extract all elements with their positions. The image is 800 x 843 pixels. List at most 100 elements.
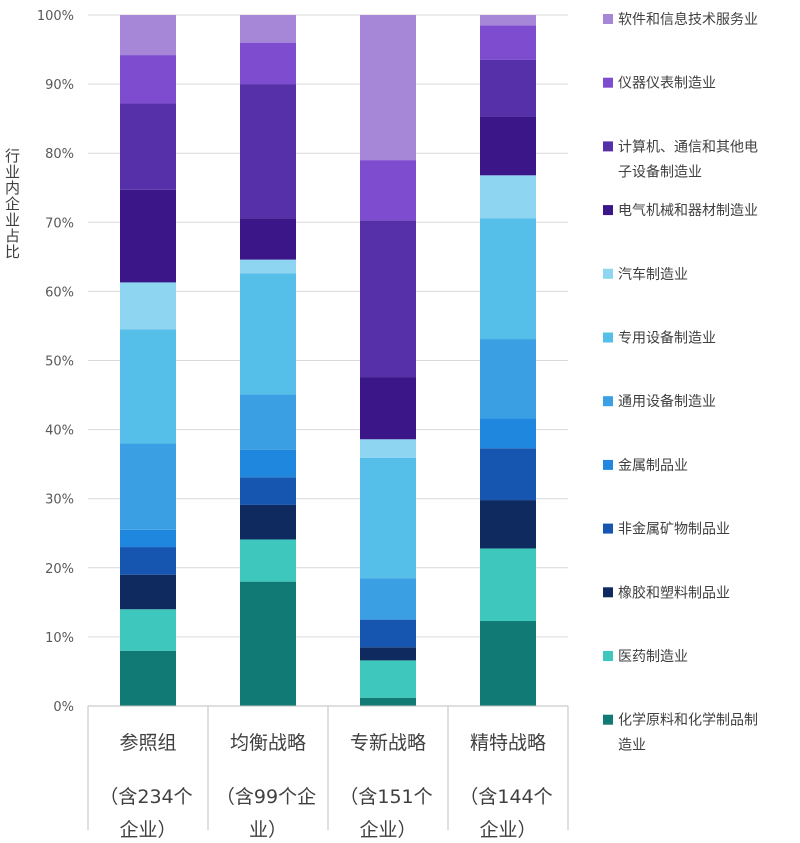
bar-segment bbox=[360, 660, 416, 698]
legend-item: 仪器仪表制造业 bbox=[603, 76, 716, 92]
bar-segment bbox=[240, 539, 296, 582]
legend-label: 橡胶和塑料制品业 bbox=[618, 584, 730, 601]
category-count: （含151个 bbox=[339, 786, 432, 808]
bar-segment bbox=[480, 418, 536, 449]
bar-segment bbox=[240, 273, 296, 395]
y-axis-label: 行业内企业占比 bbox=[3, 148, 21, 260]
y-tick-label: 90% bbox=[45, 78, 74, 93]
category-count: （含234个 bbox=[99, 786, 192, 808]
bars bbox=[120, 15, 536, 706]
bar-segment bbox=[240, 477, 296, 505]
legend-swatch bbox=[603, 332, 613, 343]
bar-segment bbox=[480, 25, 536, 60]
category-count-cont: 企业） bbox=[359, 819, 416, 841]
bar-segment bbox=[480, 621, 536, 706]
bar-segment bbox=[120, 329, 176, 444]
bar-segment bbox=[360, 697, 416, 706]
y-tick-label: 50% bbox=[45, 355, 74, 370]
legend-label: 仪器仪表制造业 bbox=[618, 76, 716, 92]
legend-swatch bbox=[603, 77, 613, 88]
y-tick-label: 10% bbox=[45, 631, 74, 646]
y-tick-label: 80% bbox=[45, 147, 74, 162]
bar-segment bbox=[240, 15, 296, 43]
bar-segment bbox=[480, 15, 536, 26]
legend-label: 软件和信息技术服务业 bbox=[618, 11, 758, 28]
bar-segment bbox=[360, 578, 416, 620]
legend-label-cont: 造业 bbox=[618, 738, 646, 754]
bar-segment bbox=[480, 218, 536, 340]
category-count-cont: 企业） bbox=[479, 819, 536, 841]
bar-segment bbox=[360, 220, 416, 378]
bar-segment bbox=[120, 15, 176, 56]
bar-segment bbox=[120, 103, 176, 190]
bar-segment bbox=[360, 457, 416, 579]
category-label: 参照组 bbox=[119, 732, 176, 754]
category-label: 专新战略 bbox=[350, 732, 426, 754]
legend-swatch bbox=[603, 268, 613, 279]
legend-swatch bbox=[603, 714, 613, 725]
legend-item: 汽车制造业 bbox=[603, 266, 688, 283]
legend-swatch bbox=[603, 523, 613, 534]
bar-segment bbox=[360, 377, 416, 440]
legend-swatch bbox=[603, 396, 613, 407]
bar-segment bbox=[360, 619, 416, 648]
legend-item: 专用设备制造业 bbox=[603, 330, 716, 347]
bar-segment bbox=[120, 443, 176, 530]
bar-segment bbox=[240, 504, 296, 540]
legend-label: 电气机械和器材制造业 bbox=[618, 203, 758, 219]
bar-segment bbox=[240, 259, 296, 274]
legend-label: 金属制品业 bbox=[618, 458, 688, 474]
legend-item: 电气机械和器材制造业 bbox=[603, 203, 758, 219]
legend-label: 非金属矿物制品业 bbox=[618, 522, 730, 538]
bar-segment bbox=[360, 647, 416, 661]
legend-label: 专用设备制造业 bbox=[618, 330, 716, 347]
y-tick-label: 0% bbox=[53, 700, 74, 715]
bar-segment bbox=[120, 609, 176, 651]
legend-swatch bbox=[603, 459, 613, 470]
bar-segment bbox=[480, 59, 536, 117]
bar-segment bbox=[240, 84, 296, 219]
legend-label: 计算机、通信和其他电 bbox=[618, 139, 758, 155]
legend-label: 汽车制造业 bbox=[618, 266, 688, 283]
bar-segment bbox=[120, 55, 176, 104]
legend-label-cont: 子设备制造业 bbox=[618, 163, 702, 180]
category-count-cont: 企业） bbox=[119, 819, 176, 841]
bar-segment bbox=[360, 15, 416, 161]
category-label: 均衡战略 bbox=[230, 732, 306, 754]
legend-item: 软件和信息技术服务业 bbox=[603, 11, 758, 28]
y-tick-label: 70% bbox=[45, 216, 74, 231]
bar-segment bbox=[120, 547, 176, 575]
bar-segment bbox=[120, 529, 176, 548]
y-tick-label: 100% bbox=[37, 9, 74, 24]
bar-segment bbox=[240, 218, 296, 260]
bar-segment bbox=[240, 581, 296, 706]
legend: 软件和信息技术服务业仪器仪表制造业计算机、通信和其他电子设备制造业电气机械和器材… bbox=[603, 11, 758, 754]
legend-item: 金属制品业 bbox=[603, 458, 688, 474]
legend-swatch bbox=[603, 205, 613, 216]
bar-segment bbox=[120, 574, 176, 610]
category-count: （含144个 bbox=[459, 786, 552, 808]
legend-swatch bbox=[603, 141, 613, 152]
legend-item: 橡胶和塑料制品业 bbox=[603, 584, 730, 601]
y-tick-label: 40% bbox=[45, 424, 74, 439]
legend-item: 医药制造业 bbox=[603, 649, 688, 665]
legend-swatch bbox=[603, 14, 613, 24]
bar-segment bbox=[480, 175, 536, 219]
y-tick-label: 30% bbox=[45, 493, 74, 508]
bar-segment bbox=[360, 160, 416, 221]
bar-segment bbox=[360, 439, 416, 458]
legend-swatch bbox=[603, 587, 613, 598]
legend-label: 化学原料和化学制品制 bbox=[618, 713, 758, 729]
legend-item: 通用设备制造业 bbox=[603, 393, 716, 410]
category-label: 精特战略 bbox=[470, 732, 546, 754]
bar-segment bbox=[120, 189, 176, 283]
legend-label: 通用设备制造业 bbox=[618, 393, 716, 410]
legend-item: 非金属矿物制品业 bbox=[603, 522, 730, 538]
bar-segment bbox=[120, 650, 176, 706]
bar-segment bbox=[120, 282, 176, 330]
bar-segment bbox=[240, 42, 296, 85]
